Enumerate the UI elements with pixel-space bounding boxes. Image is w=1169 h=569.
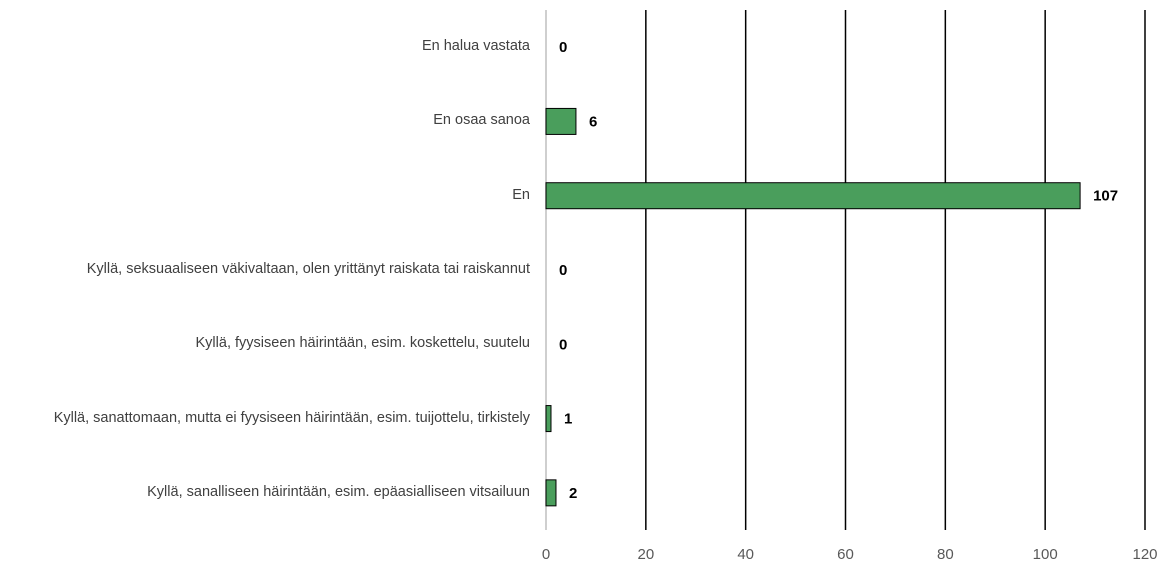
x-tick-label: 120 bbox=[1132, 546, 1157, 563]
category-label: En bbox=[0, 186, 530, 206]
category-label: En osaa sanoa bbox=[0, 112, 530, 132]
value-label: 0 bbox=[559, 39, 567, 56]
category-text: En osaa sanoa bbox=[433, 112, 530, 129]
category-text: En bbox=[512, 186, 530, 203]
bar bbox=[545, 107, 577, 135]
category-label: Kyllä, sanattomaan, mutta ei fyysiseen h… bbox=[0, 409, 530, 429]
bar bbox=[545, 182, 1081, 210]
category-text: En halua vastata bbox=[421, 38, 530, 55]
value-label: 2 bbox=[569, 485, 577, 502]
value-label: 6 bbox=[589, 113, 597, 130]
value-label: 1 bbox=[564, 411, 572, 428]
x-tick-label: 20 bbox=[637, 546, 654, 563]
value-label: 0 bbox=[559, 262, 567, 279]
category-label: Kyllä, sanalliseen häirintään, esim. epä… bbox=[0, 483, 530, 503]
value-label: 107 bbox=[1093, 188, 1118, 205]
category-label: Kyllä, fyysiseen häirintään, esim. koske… bbox=[0, 335, 530, 355]
x-tick-label: 40 bbox=[737, 546, 754, 563]
bar bbox=[545, 405, 552, 433]
x-tick-label: 60 bbox=[837, 546, 854, 563]
category-label: En halua vastata bbox=[0, 37, 530, 57]
x-tick-label: 0 bbox=[542, 546, 550, 563]
x-tick-label: 80 bbox=[937, 546, 954, 563]
bar bbox=[545, 479, 557, 507]
category-text: Kyllä, seksuaaliseen väkivaltaan, olen y… bbox=[86, 261, 530, 278]
category-text: Kyllä, sanalliseen häirintään, esim. epä… bbox=[147, 484, 530, 501]
value-label: 0 bbox=[559, 336, 567, 353]
category-text: Kyllä, fyysiseen häirintään, esim. koske… bbox=[195, 335, 530, 352]
category-text: Kyllä, sanattomaan, mutta ei fyysiseen h… bbox=[53, 409, 530, 426]
category-label: Kyllä, seksuaaliseen väkivaltaan, olen y… bbox=[0, 260, 530, 280]
x-tick-label: 100 bbox=[1033, 546, 1058, 563]
